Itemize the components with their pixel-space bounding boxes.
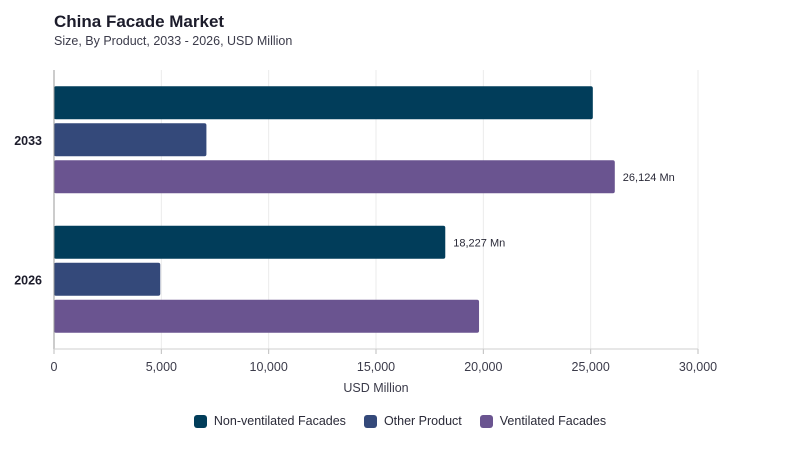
legend-item-ventilated: Ventilated Facades bbox=[479, 414, 607, 428]
data-label: 26,124 Mn bbox=[623, 172, 675, 184]
bar bbox=[54, 86, 593, 120]
legend-swatch bbox=[193, 414, 207, 428]
x-tick-label: 25,000 bbox=[572, 360, 610, 374]
legend-label: Ventilated Facades bbox=[499, 414, 607, 428]
bar bbox=[54, 160, 615, 194]
x-tick-label: 20,000 bbox=[464, 360, 502, 374]
legend-swatch bbox=[363, 414, 377, 428]
x-tick-label: 5,000 bbox=[146, 360, 177, 374]
legend-item-other-product: Other Product bbox=[363, 414, 462, 428]
x-axis-title: USD Million bbox=[343, 381, 408, 395]
legend-label: Non-ventilated Facades bbox=[213, 414, 346, 428]
category-label: 2026 bbox=[14, 273, 42, 287]
chart-title: China Facade Market bbox=[54, 12, 225, 31]
x-tick-label: 0 bbox=[51, 360, 58, 374]
bar bbox=[54, 123, 207, 157]
legend-label: Other Product bbox=[383, 414, 462, 428]
x-tick-label: 10,000 bbox=[250, 360, 288, 374]
chart-legend: Non-ventilated Facades Other Product Ven… bbox=[0, 414, 800, 428]
data-label: 18,227 Mn bbox=[453, 237, 505, 249]
category-label: 2033 bbox=[14, 134, 42, 148]
x-tick-label: 30,000 bbox=[679, 360, 717, 374]
bar bbox=[54, 262, 161, 296]
chart-subtitle: Size, By Product, 2033 - 2026, USD Milli… bbox=[54, 34, 293, 48]
x-tick-label: 15,000 bbox=[357, 360, 395, 374]
legend-item-non-ventilated: Non-ventilated Facades bbox=[193, 414, 346, 428]
bar bbox=[54, 299, 480, 333]
legend-swatch bbox=[479, 414, 493, 428]
bar bbox=[54, 225, 446, 259]
